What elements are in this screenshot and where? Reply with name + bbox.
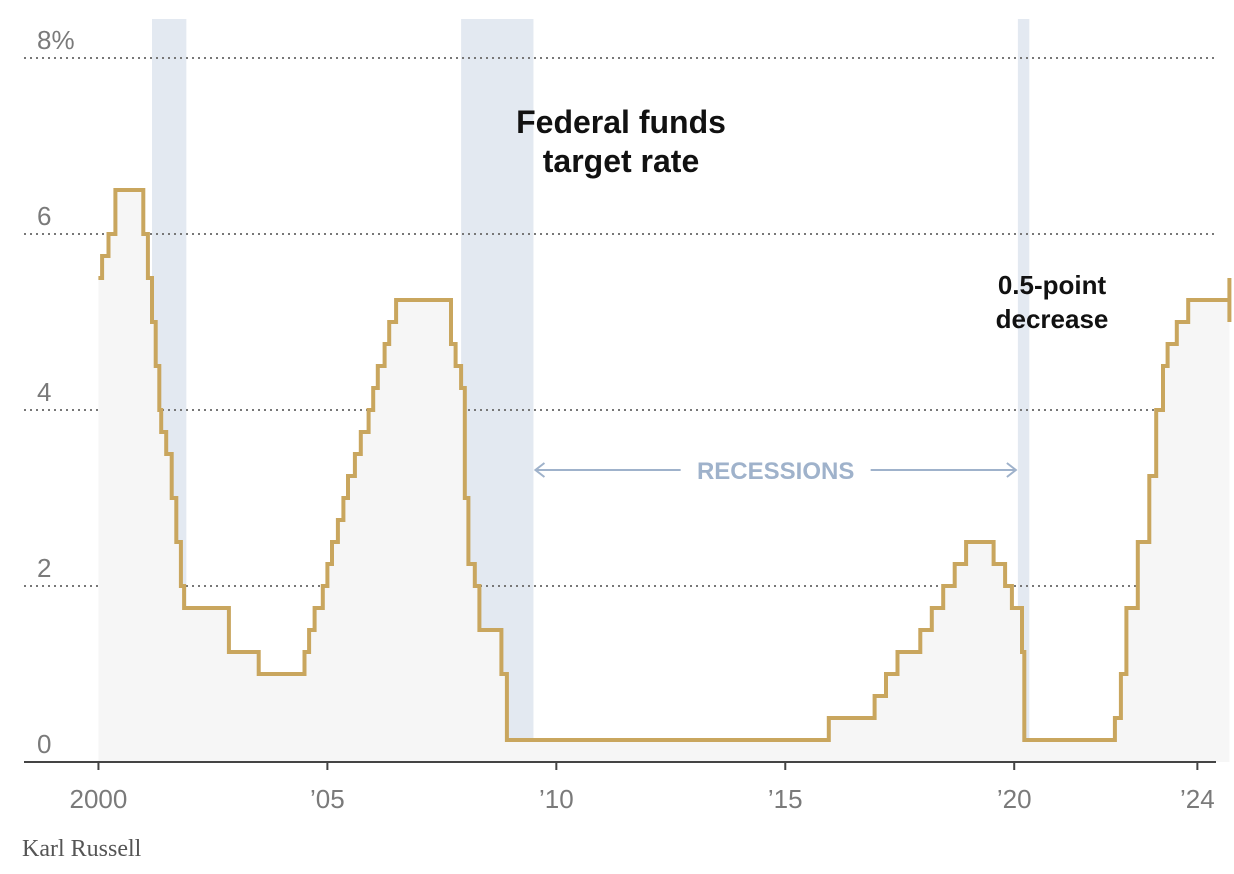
x-tick-label: ’15 [768, 784, 803, 814]
recessions-arrow [533, 462, 1018, 478]
recessions-label: RECESSIONS [697, 458, 854, 485]
x-ticks: 2000 ’05 ’10 ’15 ’20 ’24 [70, 762, 1215, 814]
recession-band-3 [1017, 19, 1030, 762]
rate-line [98, 188, 1232, 742]
chart-title-line-1: Federal funds [516, 104, 726, 140]
chart-title-line-2: target rate [543, 143, 700, 179]
y-tick-labels: 0 2 4 6 8% [37, 25, 75, 759]
annotation-line-2: decrease [996, 304, 1109, 334]
x-tick-label: 2000 [70, 784, 128, 814]
arrow-head-right [1006, 462, 1018, 478]
x-tick-label: ’24 [1180, 784, 1215, 814]
x-tick-label: ’05 [310, 784, 345, 814]
x-tick-label: ’10 [539, 784, 574, 814]
byline: Karl Russell [22, 836, 142, 862]
y-tick-label: 0 [37, 729, 51, 759]
rate-area [98, 190, 1230, 762]
annotation-line-1: 0.5-point [998, 270, 1107, 300]
y-tick-label: 8% [37, 25, 75, 55]
arrow-head-left [533, 462, 546, 478]
x-tick-label: ’20 [997, 784, 1032, 814]
gridlines [24, 57, 1214, 587]
y-tick-label: 4 [37, 377, 51, 407]
y-tick-label: 6 [37, 201, 51, 231]
y-tick-label: 2 [37, 553, 51, 583]
